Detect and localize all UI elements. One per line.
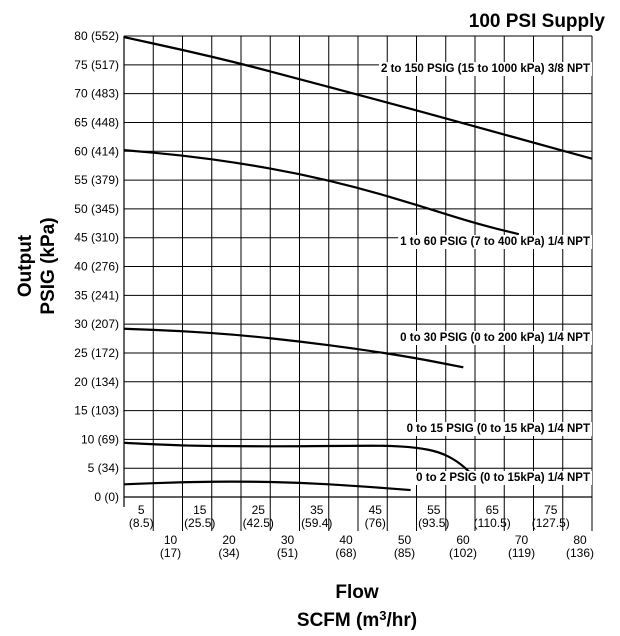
y-tick-label: 65 (448) (74, 115, 119, 129)
x-tick-sublabel: (76) (365, 516, 386, 530)
series-line-1 (123, 36, 593, 160)
series-label-4: 0 to 15 PSIG (0 to 15 kPa) 1/4 NPT (404, 422, 592, 436)
series-label-text: 2 to 150 PSIG (15 to 1000 kPa) 3/8 NPT (381, 63, 590, 75)
x-tick-label: 30 (281, 533, 295, 547)
x-tick-sublabel: (110.5) (474, 516, 511, 530)
series-label-text: 0 to 15 PSIG (0 to 15 kPa) 1/4 NPT (407, 423, 590, 435)
x-tick-label: 20 (222, 533, 236, 547)
x-tick-sublabel: (136) (566, 546, 594, 560)
series-line-5 (123, 480, 411, 492)
x-tick-sublabel: (59.4) (301, 516, 332, 530)
x-tick-label: 65 (486, 503, 500, 517)
y-tick-label: 15 (103) (74, 404, 119, 418)
series-label-bg (378, 62, 592, 76)
x-tick-label: 15 (193, 503, 207, 517)
x-axis-title-line1: Flow (335, 582, 378, 603)
x-axis-title-line2: SCFM (m3/hr) (297, 608, 417, 631)
x-tick-sublabel: (42.5) (243, 516, 274, 530)
y-axis-title-line1: Output (15, 234, 36, 297)
x-tick-sublabel: (8.5) (129, 516, 154, 530)
x-tick-label: 35 (310, 503, 324, 517)
plot-frame (123, 36, 592, 507)
y-axis-title-line2: PSIG (kPa) (38, 217, 59, 314)
series-label-text: 0 to 2 PSIG (0 to 15kPa) 1/4 NPT (416, 472, 590, 484)
series-label-text: 0 to 30 PSIG (0 to 200 kPa) 1/4 NPT (400, 332, 590, 344)
series-label-2: 1 to 60 PSIG (7 to 400 kPa) 1/4 NPT (398, 235, 592, 249)
series-label-bg (398, 331, 592, 345)
x-tick-label: 55 (427, 503, 441, 517)
y-axis-title: Output PSIG (kPa) (15, 217, 59, 314)
x-axis-title-suffix: /hr) (386, 610, 417, 631)
x-tick-sublabel: (25.5) (184, 516, 215, 530)
y-tick-label: 30 (207) (74, 317, 119, 331)
y-tick-label: 25 (172) (74, 346, 119, 360)
x-tick-sublabel: (127.5) (532, 516, 570, 530)
series-label-5: 0 to 2 PSIG (0 to 15kPa) 1/4 NPT (414, 471, 592, 485)
x-axis-title-prefix: SCFM (m (297, 610, 379, 631)
y-tick-label: 10 (69) (81, 432, 119, 446)
y-tick-label: 55 (379) (74, 173, 119, 187)
series-lines (123, 36, 593, 492)
x-tick-sublabel: (34) (218, 546, 239, 560)
x-tick-label: 5 (138, 503, 145, 517)
x-tick-label: 80 (573, 533, 587, 547)
series-label-1: 2 to 150 PSIG (15 to 1000 kPa) 3/8 NPT (378, 62, 592, 76)
y-tick-label: 0 (0) (94, 490, 119, 504)
series-label-text: 1 to 60 PSIG (7 to 400 kPa) 1/4 NPT (400, 236, 590, 248)
x-tick-sublabel: (68) (335, 546, 356, 560)
y-tick-label: 35 (241) (74, 288, 119, 302)
grid-lines (124, 35, 593, 531)
y-tick-labels: 0 (0) 5 (34) 10 (69) 15 (103) 20 (134) 25 (17… (74, 29, 119, 504)
x-tick-label: 10 (164, 533, 178, 547)
x-tick-sublabel: (51) (277, 546, 298, 560)
series-line-4 (123, 441, 470, 473)
x-tick-sublabel: (93.5) (418, 516, 449, 530)
x-tick-label: 40 (339, 533, 353, 547)
x-tick-label: 75 (544, 503, 558, 517)
y-tick-label: 20 (134) (74, 375, 119, 389)
x-tick-label: 50 (398, 533, 412, 547)
series-line-3 (123, 327, 464, 369)
y-tick-label: 75 (517) (74, 58, 119, 72)
x-tick-sublabel: (85) (394, 546, 415, 560)
x-axis-title-sup: 3 (379, 608, 386, 623)
series-line-2 (123, 149, 520, 236)
x-tick-sublabel: (17) (160, 546, 181, 560)
x-tick-label: 70 (515, 533, 529, 547)
series-label-3: 0 to 30 PSIG (0 to 200 kPa) 1/4 NPT (398, 331, 592, 345)
series-label-bg (414, 471, 592, 485)
series-label-bg (404, 422, 592, 436)
y-tick-label: 40 (276) (74, 260, 119, 274)
y-tick-label: 70 (483) (74, 87, 119, 101)
x-tick-sublabel: (102) (449, 546, 477, 560)
y-tick-label: 80 (552) (74, 29, 119, 43)
y-tick-label: 60 (414) (74, 144, 119, 158)
x-tick-labels: 5(8.5) 10(17) 15(25.5) 20(34) 25(42.5) 30(51)… (129, 503, 594, 560)
y-tick-label: 45 (310) (74, 231, 119, 245)
chart-title: 100 PSI Supply (469, 11, 606, 32)
x-tick-label: 60 (456, 533, 470, 547)
x-tick-label: 25 (252, 503, 266, 517)
y-tick-label: 5 (34) (88, 461, 119, 475)
series-label-bg (398, 235, 592, 249)
series-labels: 2 to 150 PSIG (15 to 1000 kPa) 3/8 NPT 1 … (378, 62, 592, 485)
x-tick-label: 45 (369, 503, 383, 517)
y-tick-label: 50 (345) (74, 202, 119, 216)
x-tick-sublabel: (119) (508, 546, 535, 560)
